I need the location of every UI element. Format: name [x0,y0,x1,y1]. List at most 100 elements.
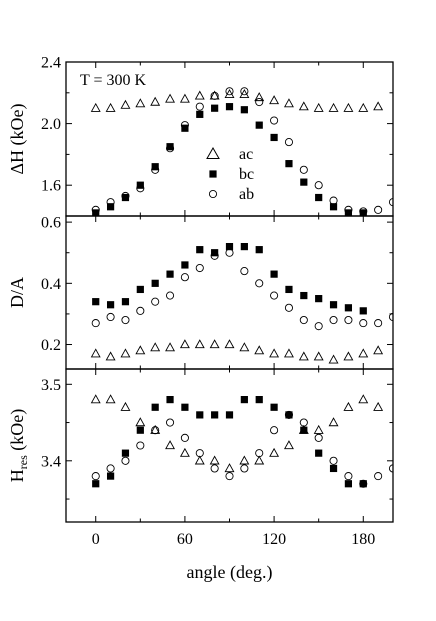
data-point-ac [313,424,324,434]
data-points [90,87,393,216]
data-point-ac [343,351,354,361]
data-point-ac [283,348,294,358]
panel-1: 1.6 2.0 2.4 ΔH (kOe) T = 300 K ac bc ab [7,55,394,217]
y-tick-label: 0.4 [41,276,61,293]
data-point-ac [298,351,309,361]
data-point-bc [225,411,234,419]
panels-group: 1.62.02.4ΔH (kOe)T = 300 Kacbcab0.20.40.… [7,55,394,548]
data-point-ab [195,449,204,458]
data-point-ac [224,89,235,98]
data-point-bc [106,301,115,309]
x-axis-label: angle (deg.) [187,562,273,583]
data-point-bc [300,291,308,300]
data-point-ab [270,116,279,125]
panel-2: 0.2 0.4 0.6 D/A [7,215,394,370]
data-point-ab [151,165,160,174]
data-point-ab [165,418,175,427]
x-tick-label: 180 [351,531,375,548]
data-point-bc [329,203,338,211]
data-point-ac [90,348,101,358]
data-point-ac [298,101,309,111]
data-point-bc [300,426,308,434]
data-point-ac [343,401,354,411]
data-point-ac [179,447,190,457]
data-point-bc [106,472,115,480]
data-point-ab [344,205,353,214]
data-point-ab [240,464,249,473]
data-point-ab [121,456,130,465]
data-point-bc [315,193,323,202]
legend-label-ab: ab [239,186,254,203]
data-point-ac [120,348,131,358]
data-point-bc [196,411,204,419]
data-point-bc [315,449,323,457]
data-point-ab [195,102,204,111]
data-point-ab [165,144,175,153]
data-point-ab [299,418,308,427]
data-point-ac [254,345,265,355]
data-point-ac [328,417,339,427]
data-point-ab [359,479,368,488]
data-point-ab [344,472,353,481]
data-point-bc [181,124,189,132]
data-point-ac [165,440,176,450]
y-axis-label: D/A [7,277,27,308]
data-point-bc [240,243,248,251]
data-point-bc [121,298,130,306]
data-point-ac [269,348,280,358]
data-point-ab [106,312,115,322]
data-point-ab [240,87,249,96]
data-point-bc [329,464,338,473]
y-axis-label: Hres (kOe) [7,409,30,482]
data-point-ac [179,339,190,349]
data-point-bc [211,411,219,419]
legend-label-bc: bc [239,166,254,183]
data-point-ac [328,102,339,112]
data-point-ac [269,95,280,105]
data-point-ab [225,87,234,96]
data-point-ac [224,463,235,473]
data-point-bc [315,295,323,303]
data-point-bc [121,449,130,457]
data-point-ab [91,319,100,328]
data-point-bc [285,411,293,419]
data-point-ab [210,251,219,260]
data-point-ab [180,273,189,282]
data-point-bc [166,270,174,278]
data-point-ac [194,455,205,465]
data-point-ac [179,93,190,103]
data-point-ab [240,267,249,276]
panel-3: 3.4 3.5 Hres (kOe) [7,368,394,523]
data-point-bc [240,106,248,114]
data-point-ab [225,472,234,481]
data-point-ab [329,456,338,465]
data-point-bc [211,104,219,112]
data-point-ab [344,315,353,325]
data-point-ab [195,263,204,273]
data-point-ac [209,339,220,349]
data-point-ab [284,410,294,419]
data-point-bc [285,285,293,294]
data-point-bc [196,246,204,254]
data-point-ab [136,306,145,315]
data-point-ac [150,342,161,352]
data-point-bc [211,249,219,257]
legend-label-ac: ac [239,146,253,163]
data-point-ac [328,354,339,364]
data-point-bc [240,396,248,404]
data-point-bc [270,403,278,411]
data-point-ab [374,205,383,214]
data-point-bc [121,193,130,202]
data-point-ab [299,165,308,174]
data-point-ab [270,291,279,300]
data-point-bc [166,396,174,404]
data-point-bc [151,279,159,287]
data-point-ac [120,401,131,411]
data-point-ac [373,101,384,111]
data-point-ac [224,339,235,349]
data-point-bc [255,121,263,129]
data-point-ac [135,417,146,427]
data-point-ac [358,102,369,112]
data-point-bc [106,203,115,211]
